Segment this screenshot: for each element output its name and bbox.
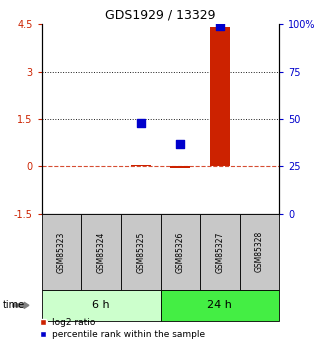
Point — [138, 120, 143, 126]
Text: GSM85326: GSM85326 — [176, 231, 185, 273]
Text: GSM85327: GSM85327 — [215, 231, 224, 273]
Point — [178, 141, 183, 146]
Bar — [210, 27, 230, 167]
Bar — [131, 165, 151, 167]
Legend: log2 ratio, percentile rank within the sample: log2 ratio, percentile rank within the s… — [40, 318, 205, 339]
Text: GSM85325: GSM85325 — [136, 231, 145, 273]
Bar — [170, 167, 190, 168]
Text: time: time — [3, 300, 25, 310]
Text: GSM85323: GSM85323 — [57, 231, 66, 273]
Text: 24 h: 24 h — [207, 300, 232, 310]
Title: GDS1929 / 13329: GDS1929 / 13329 — [105, 9, 216, 22]
Text: GSM85324: GSM85324 — [97, 231, 106, 273]
Text: 6 h: 6 h — [92, 300, 110, 310]
Point — [217, 23, 222, 29]
Text: GSM85328: GSM85328 — [255, 231, 264, 273]
